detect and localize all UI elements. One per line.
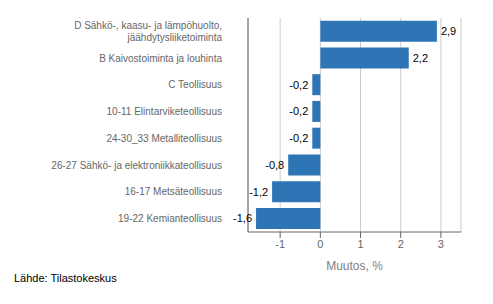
svg-text:1: 1 [357,238,363,250]
svg-text:10-11 Elintarviketeollisuus: 10-11 Elintarviketeollisuus [107,106,222,117]
svg-text:-0,2: -0,2 [289,105,308,117]
svg-text:Muutos, %: Muutos, % [326,259,383,272]
svg-text:16-17 Metsäteollisuus: 16-17 Metsäteollisuus [125,186,222,197]
svg-text:19-22 Kemianteollisuus: 19-22 Kemianteollisuus [118,213,222,224]
svg-text:0: 0 [317,238,323,250]
svg-text:-1,6: -1,6 [233,212,252,224]
svg-text:3: 3 [438,238,444,250]
svg-text:-1,2: -1,2 [249,186,268,198]
svg-text:-1: -1 [275,238,285,250]
svg-text:24-30_33 Metalliteollisuus: 24-30_33 Metalliteollisuus [106,133,222,144]
svg-text:-0,8: -0,8 [265,159,284,171]
svg-text:2,9: 2,9 [441,25,456,37]
svg-text:D Sähkö-, kaasu- ja lämpöhuolt: D Sähkö-, kaasu- ja lämpöhuolto,jäähdyty… [74,20,222,43]
svg-text:-0,2: -0,2 [289,132,308,144]
svg-text:2: 2 [398,238,404,250]
svg-text:26-27 Sähkö- ja elektroniikkat: 26-27 Sähkö- ja elektroniikkateollisuus [51,160,222,171]
svg-text:2,2: 2,2 [413,52,428,64]
svg-text:-0,2: -0,2 [289,79,308,91]
svg-text:B Kaivostoiminta ja louhinta: B Kaivostoiminta ja louhinta [99,53,222,64]
svg-text:C Teollisuus: C Teollisuus [168,79,222,90]
html-text:Lähde: Tilastokeskus: Lähde: Tilastokeskus [14,272,117,284]
